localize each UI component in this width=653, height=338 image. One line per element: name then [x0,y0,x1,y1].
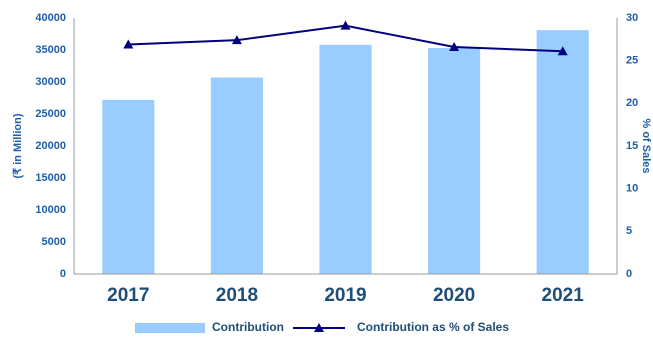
marker [449,42,460,52]
legend-label: Contribution [212,320,284,334]
marker [557,46,568,56]
marker [340,20,351,30]
x-tick-label: 2017 [107,285,149,306]
x-tick-label: 2020 [433,285,475,306]
bar [428,48,481,274]
y2-tick-label: 10 [626,183,638,195]
y2-tick-label: 5 [626,225,632,237]
y-axis-label: (₹ in Million) [12,113,24,178]
marker [123,39,134,49]
bar [319,44,372,274]
bar [536,30,589,274]
y2-tick-label: 15 [626,140,638,152]
y-tick-label: 40000 [35,12,66,24]
y2-axis-label: % of Sales [640,118,652,173]
y-tick-label: 35000 [35,44,66,56]
x-tick-label: 2019 [324,285,366,306]
y2-tick-label: 20 [626,97,638,109]
marker [231,35,242,45]
y2-tick-label: 0 [626,268,632,280]
y-tick-label: 15000 [35,172,66,184]
x-tick-label: 2021 [542,285,585,306]
y-tick-label: 5000 [42,236,66,248]
bar [210,77,263,275]
y-tick-label: 0 [60,268,66,280]
bar [102,99,155,274]
legend-marker [314,323,324,332]
legend-label: Contribution as % of Sales [357,320,509,334]
y2-tick-label: 30 [626,12,638,24]
y-tick-label: 30000 [35,76,66,88]
y2-tick-label: 25 [626,55,638,67]
x-tick-label: 2018 [216,285,258,306]
y-tick-label: 20000 [35,140,66,152]
legend-swatch [135,323,205,333]
y-tick-label: 10000 [35,204,66,216]
y-tick-label: 25000 [35,108,66,120]
